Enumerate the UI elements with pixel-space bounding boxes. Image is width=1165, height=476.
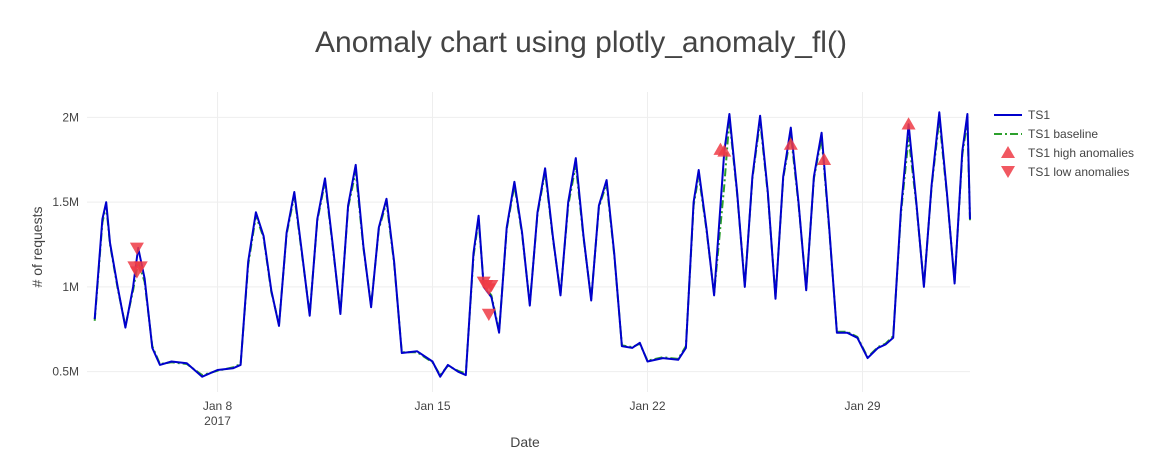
x-tick-label: Jan 29 <box>844 399 880 413</box>
low-anomaly-marker[interactable] <box>484 279 499 293</box>
anomaly-markers <box>127 117 916 322</box>
legend-item-ts1[interactable]: TS1 <box>994 108 1050 122</box>
y-tick-label: 2M <box>62 110 79 124</box>
legend-label-high-anomalies: TS1 high anomalies <box>1028 146 1134 160</box>
high-anomaly-marker[interactable] <box>717 144 732 157</box>
y-tick-label: 1M <box>62 280 79 294</box>
low-anomaly-marker[interactable] <box>133 261 148 274</box>
y-tick-label: 0.5M <box>52 365 79 379</box>
y-axis-title: # of requests <box>29 207 45 288</box>
legend-marker-low-triangle <box>1001 166 1015 178</box>
y-axis-ticks: 0.5M 1M 1.5M 2M <box>52 110 79 378</box>
legend-item-high-anomalies[interactable]: TS1 high anomalies <box>1001 146 1134 160</box>
legend-marker-high-triangle <box>1001 146 1015 158</box>
high-anomaly-marker[interactable] <box>817 152 832 166</box>
legend-label-ts1: TS1 <box>1028 108 1050 122</box>
high-anomaly-marker[interactable] <box>901 117 916 130</box>
legend: TS1 TS1 baseline TS1 high anomalies TS1 … <box>994 108 1134 179</box>
low-anomaly-marker[interactable] <box>129 242 144 255</box>
y-tick-label: 1.5M <box>52 195 79 209</box>
grid-lines <box>87 92 970 392</box>
x-tick-label: Jan 22 <box>629 399 665 413</box>
x-axis-title: Date <box>510 434 540 450</box>
x-tick-label: Jan 15 <box>415 399 451 413</box>
high-anomaly-marker[interactable] <box>783 137 798 150</box>
x-tick-label: Jan 8 <box>203 399 233 413</box>
legend-label-low-anomalies: TS1 low anomalies <box>1028 165 1129 179</box>
series-line-baseline[interactable] <box>93 118 971 377</box>
x-tick-year-label: 2017 <box>204 414 231 428</box>
series-lines <box>93 111 971 378</box>
series-line-ts1[interactable] <box>93 111 971 378</box>
legend-item-baseline[interactable]: TS1 baseline <box>994 127 1098 141</box>
chart-title: Anomaly chart using plotly_anomaly_fl() <box>315 26 847 59</box>
legend-label-baseline: TS1 baseline <box>1028 127 1098 141</box>
low-anomaly-marker[interactable] <box>481 308 496 322</box>
legend-item-low-anomalies[interactable]: TS1 low anomalies <box>1001 165 1129 179</box>
